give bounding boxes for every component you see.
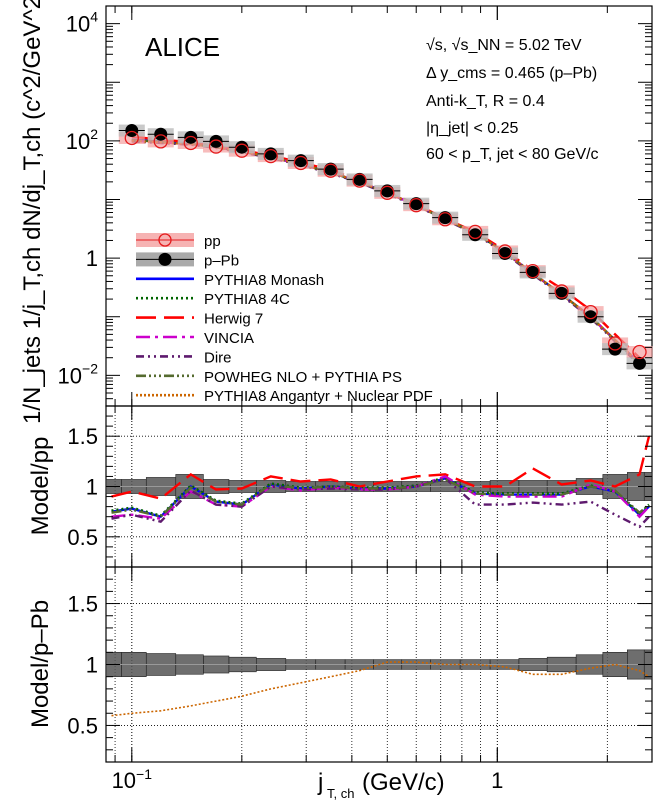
info-line-5: 60 < p_T, jet < 80 GeV/c [426, 146, 599, 163]
legend-label: VINCIA [204, 330, 254, 347]
pp-point [208, 139, 224, 154]
pp-point [263, 148, 278, 164]
ppb-point [235, 140, 249, 154]
legend-pp-marker [158, 233, 172, 247]
pp-point [153, 134, 168, 149]
y-tick-label: 0.5 [67, 525, 98, 550]
pp-point [183, 135, 198, 151]
y-tick-label: 0.5 [67, 713, 98, 738]
marker-layer [118, 124, 653, 370]
y-tick-label: 10−2 [58, 360, 99, 388]
tick-layer: 10−1 1 10−2 1 102 104 0.5 1 1.5 0.5 1 1.5 [58, 5, 652, 793]
chart-title: ALICE [145, 32, 220, 62]
pp-point [323, 163, 338, 178]
ratio-pp-model-curve [111, 475, 650, 520]
info-line-2: Δ y_cms = 0.465 (p–Pb) [426, 65, 597, 82]
y-tick-label: 1.5 [67, 592, 98, 617]
info-line-3: Anti-k_T, R = 0.4 [426, 93, 545, 110]
ppb-point [409, 197, 423, 211]
pp-point [409, 198, 424, 213]
pp-point [632, 344, 647, 360]
ppb-point [353, 172, 367, 186]
y-tick-label: 1 [86, 475, 98, 500]
legend-label: POWHEG NLO + PYTHIA PS [204, 369, 402, 386]
ppb-point [154, 127, 168, 141]
ratio-ppb-model-curve [111, 661, 650, 717]
pp-point [607, 336, 623, 351]
legend-label: PYTHIA8 4C [204, 291, 290, 308]
pp-point [497, 244, 513, 259]
x-axis-title-sub: T, ch [327, 786, 354, 801]
pp-point [438, 212, 453, 227]
legend-label: Dire [204, 349, 232, 366]
x-axis-title: j T, ch (GeV/c) [317, 769, 445, 801]
ppb-point [608, 342, 622, 356]
pp-point [352, 173, 367, 188]
x-tick-label: 1 [491, 768, 503, 793]
pp-point [293, 155, 308, 171]
y-tick-label: 102 [66, 126, 98, 154]
legend-label: PYTHIA8 Angantyr + Nuclear PDF [204, 388, 433, 405]
ppb-point [468, 228, 482, 242]
y-tick-label: 1.5 [67, 424, 98, 449]
ratio-pp-model-curve [111, 435, 651, 500]
legend-label: Herwig 7 [204, 311, 263, 328]
main-y-axis-title: 1/N_jets 1/j_T,ch dN/dj_T,ch (c^2/GeV^2) [19, 0, 46, 424]
pp-point [380, 185, 395, 200]
info-line-4: |η_jet| < 0.25 [426, 120, 518, 137]
info-line-1: √s, √s_NN = 5.02 TeV [426, 37, 582, 54]
x-tick-label: 10−1 [112, 766, 153, 793]
legend-label: PYTHIA8 Monash [204, 272, 324, 289]
ppb-point [633, 356, 647, 370]
legend: pp p–Pb PYTHIA8 Monash PYTHIA8 4C Herwig 7 VI… [136, 233, 433, 405]
y-tick-label: 1 [86, 653, 98, 678]
pp-point [525, 263, 540, 279]
ppb-point [526, 265, 540, 279]
pp-point [468, 224, 483, 240]
legend-ppb-marker [158, 252, 172, 266]
info-block: √s, √s_NN = 5.02 TeV Δ y_cms = 0.465 (p–… [426, 37, 599, 163]
ppb-point [125, 124, 139, 138]
pp-point [554, 284, 569, 299]
pp-syst-box [626, 346, 653, 359]
ratio-pp-y-axis-title: Model/pp [27, 437, 54, 536]
legend-label: pp [204, 233, 221, 250]
x-axis-title-unit: (GeV/c) [362, 769, 445, 796]
x-axis-title-main: j [317, 769, 323, 796]
ratio-ppb-y-axis-title: Model/p–Pb [27, 600, 54, 728]
pp-point [234, 143, 249, 158]
ppb-point [209, 134, 223, 148]
y-tick-label: 104 [66, 9, 98, 37]
ppb-point [324, 162, 338, 176]
legend-label: p–Pb [204, 252, 239, 269]
ratio-pp-model-curve [111, 478, 650, 519]
ppb-point [184, 130, 198, 144]
pp-point [124, 130, 139, 146]
ppb-point [438, 211, 452, 225]
ppb-point [584, 310, 598, 324]
pp-point [583, 304, 598, 320]
y-tick-label: 1 [86, 246, 98, 271]
